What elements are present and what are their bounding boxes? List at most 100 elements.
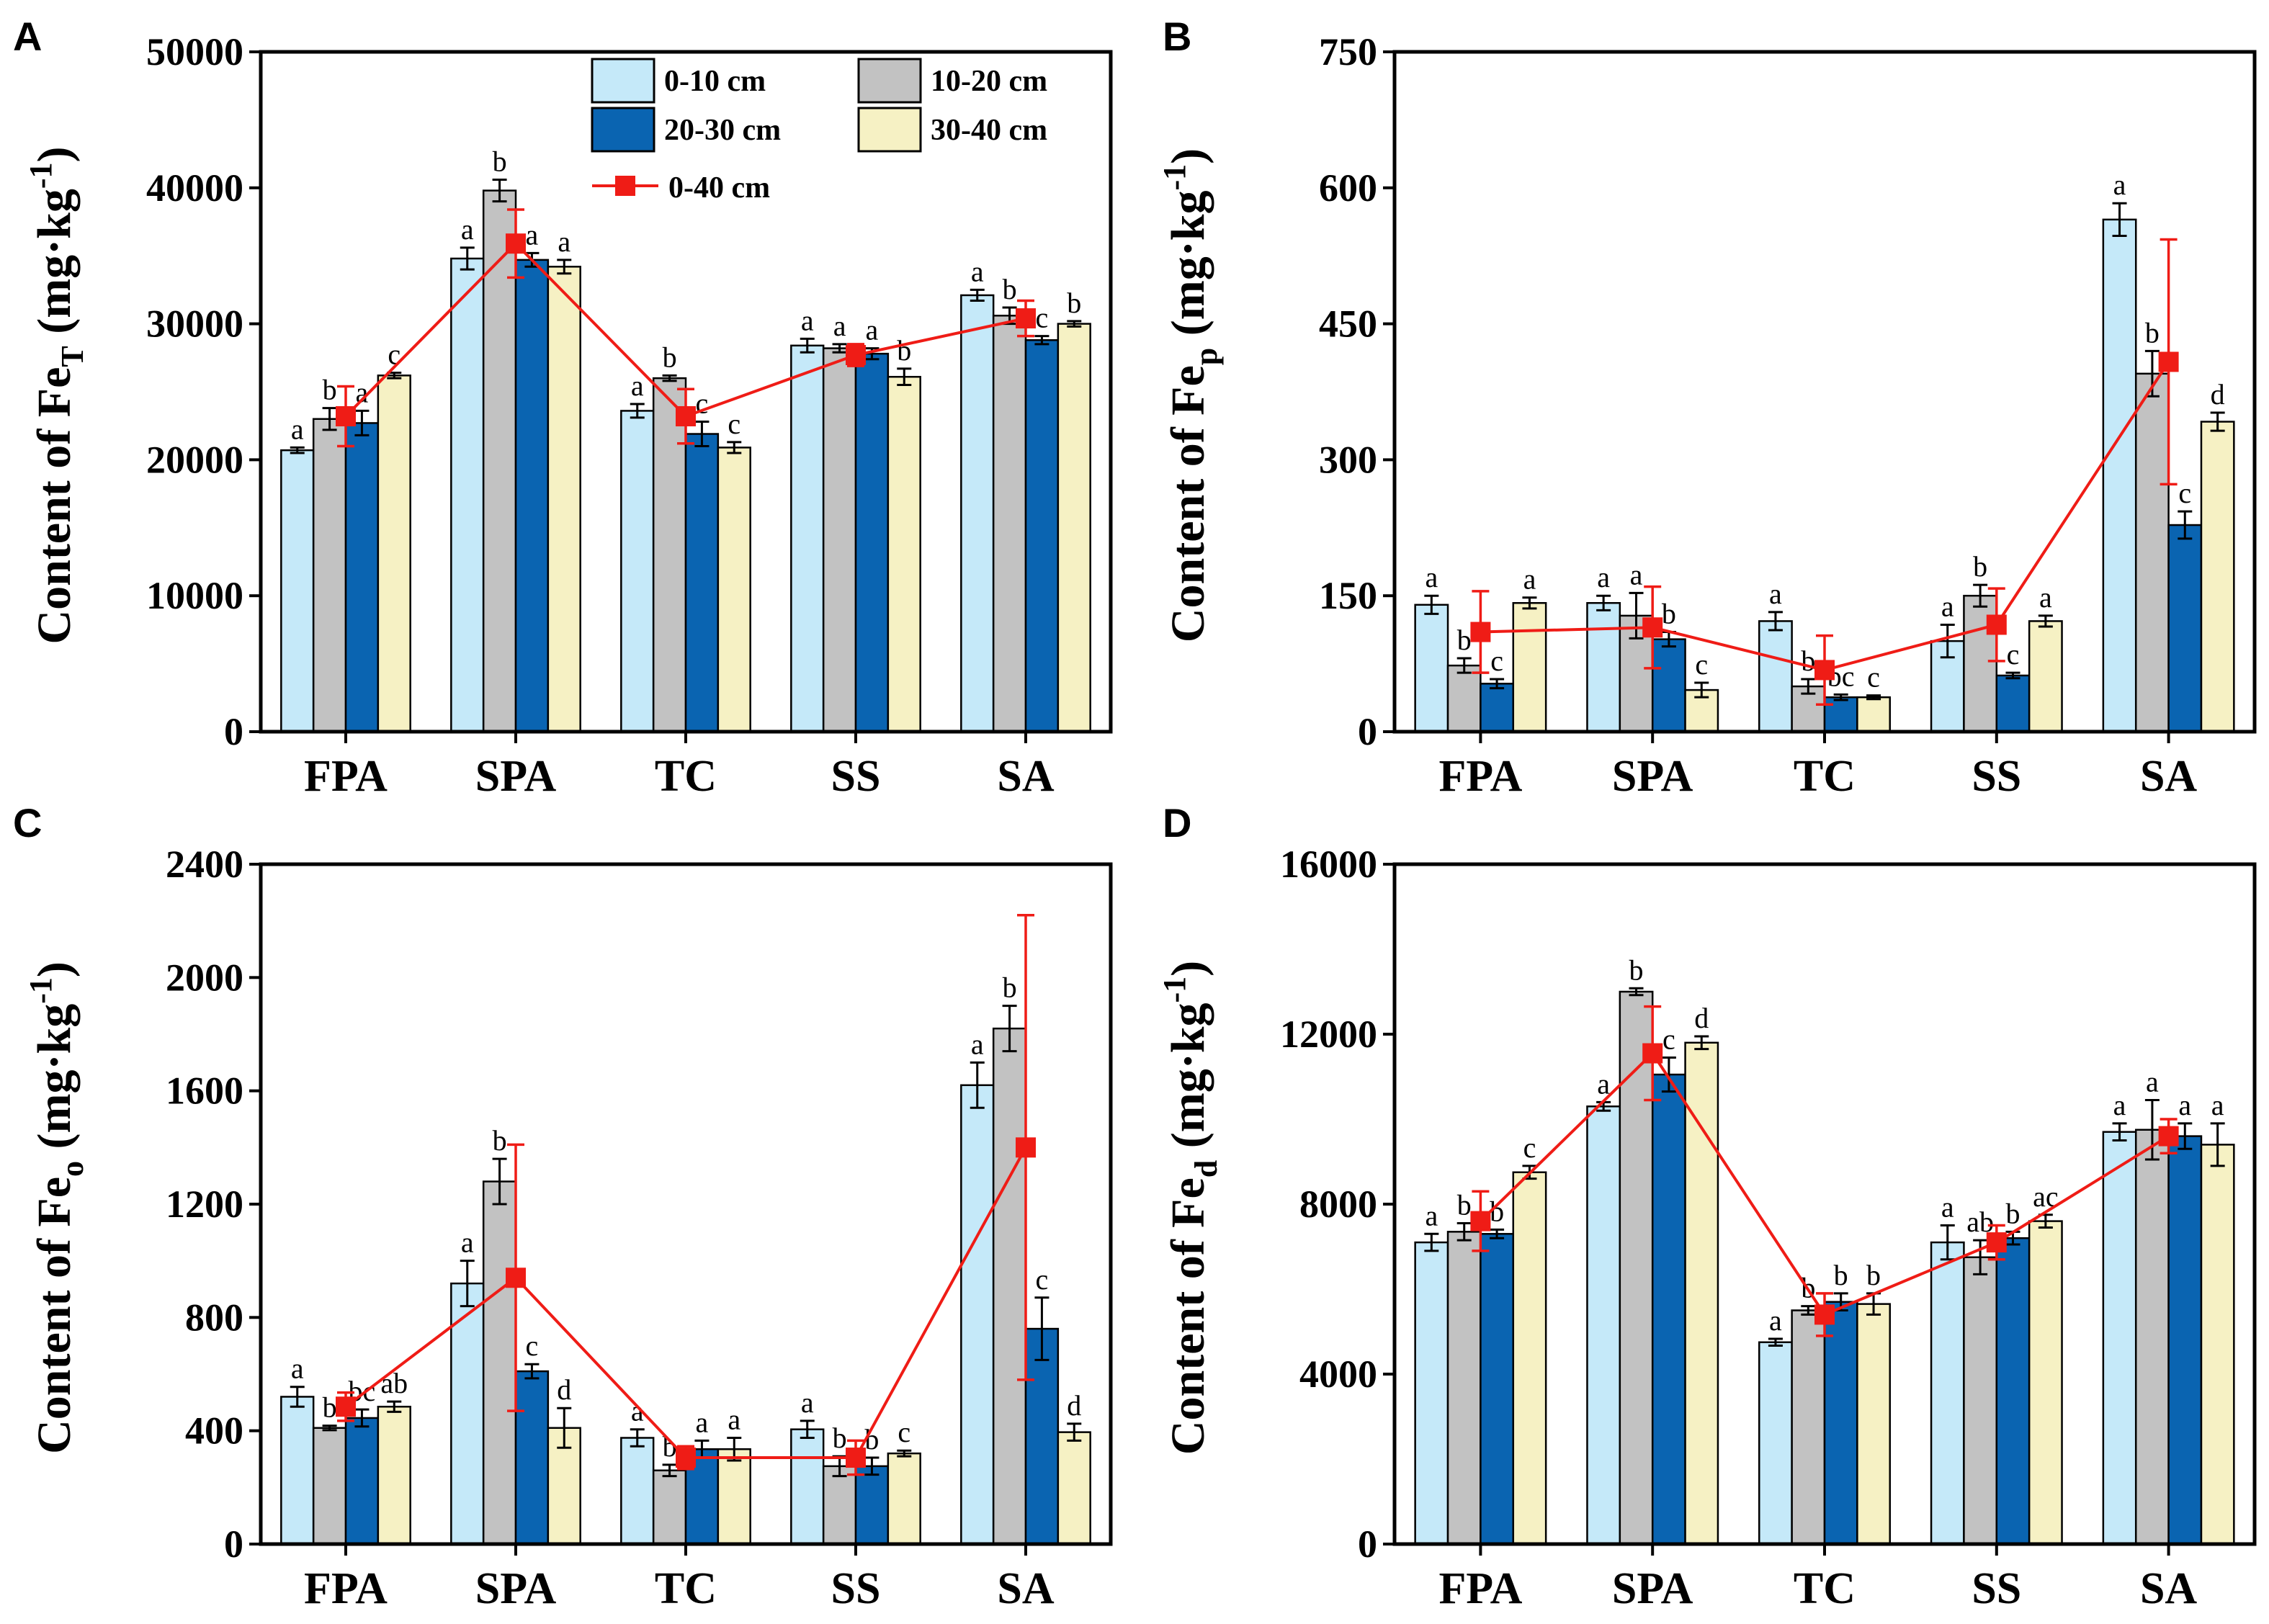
y-axis-label: Content of Fep (mg·kg-1) — [1157, 148, 1224, 642]
bar — [1758, 1341, 1793, 1546]
y-axis-label-main: Content of Fe — [1162, 365, 1214, 642]
significance-letter: b — [1457, 624, 1472, 656]
line-point — [1470, 622, 1491, 642]
y-tick-label: 2000 — [166, 956, 243, 999]
bar — [482, 189, 517, 733]
significance-letter: b — [493, 145, 507, 177]
y-axis-label-sub: o — [55, 1161, 90, 1177]
line-point — [846, 1448, 866, 1468]
x-tick-label: FPA — [1438, 752, 1522, 801]
significance-letter: b — [1834, 1259, 1848, 1291]
x-tick-label: SS — [1972, 752, 2021, 801]
y-tick-label: 8000 — [1299, 1183, 1377, 1226]
significance-letter: a — [1523, 563, 1536, 596]
line-point — [676, 1448, 696, 1468]
bar — [1024, 339, 1060, 733]
bar — [1057, 323, 1091, 733]
y-axis-label-exp: -1 — [1157, 977, 1192, 1003]
line-point — [336, 405, 356, 426]
line-point — [2158, 351, 2179, 372]
bar — [1963, 1256, 1998, 1546]
significance-letter: a — [1425, 1199, 1438, 1232]
bar — [1995, 1237, 2031, 1546]
legend-label: 20-30 cm — [664, 114, 781, 147]
significance-letter: b — [1866, 1259, 1881, 1291]
significance-letter: a — [558, 225, 570, 258]
bar — [1823, 696, 1858, 733]
line-point — [1986, 614, 2007, 635]
significance-letter: a — [801, 1386, 814, 1419]
significance-letter: a — [971, 1028, 984, 1060]
significance-letter: b — [663, 341, 677, 373]
bar — [514, 259, 550, 733]
significance-letter: a — [2178, 1089, 2191, 1121]
legend-line-marker — [615, 176, 635, 196]
significance-letter: c — [728, 408, 740, 440]
y-tick-label: 2400 — [166, 843, 243, 886]
significance-letter: a — [866, 314, 879, 346]
significance-letter: b — [323, 374, 337, 406]
significance-letter: c — [898, 1416, 910, 1448]
significance-letter: d — [2211, 378, 2225, 411]
significance-letter: a — [1597, 561, 1610, 593]
y-tick-label: 0 — [1358, 710, 1377, 753]
bar — [1024, 1327, 1060, 1546]
line-point — [506, 233, 526, 254]
bar — [1856, 696, 1891, 733]
significance-letter: c — [1490, 645, 1503, 677]
y-axis-label-sub: d — [1189, 1160, 1224, 1177]
y-axis-label-unit: (mg·kg — [1162, 1003, 1214, 1160]
y-tick-label: 150 — [1319, 574, 1377, 617]
y-axis-label-close: ) — [28, 146, 81, 162]
bar — [2200, 421, 2235, 733]
line-point — [2158, 1126, 2179, 1147]
bar — [312, 418, 347, 733]
panel-A: A Content of FeT (mg·kg-1) 0 10000 20000 3000… — [13, 14, 1113, 801]
significance-letter: b — [1003, 273, 1017, 305]
bar — [822, 1465, 857, 1546]
significance-letter: b — [833, 1422, 847, 1454]
significance-letter: a — [971, 255, 984, 287]
bar — [1480, 1233, 1515, 1546]
bar — [854, 352, 890, 733]
x-tick-label: TC — [1794, 752, 1856, 801]
bar — [992, 1027, 1027, 1546]
bar — [652, 1469, 687, 1546]
bar — [2134, 1129, 2170, 1546]
bar — [1586, 1105, 1621, 1546]
x-tick-label: TC — [655, 1564, 717, 1613]
y-axis-label-close: ) — [1162, 961, 1214, 977]
x-tick-label: SA — [2140, 1564, 2197, 1613]
significance-letter: a — [1769, 578, 1782, 610]
bar — [450, 257, 485, 733]
significance-letter: c — [1036, 302, 1049, 334]
x-tick-label: SS — [831, 752, 881, 801]
x-tick-label: SA — [997, 752, 1054, 801]
significance-letter: a — [2146, 1065, 2159, 1098]
significance-letter: a — [1425, 561, 1438, 593]
bar — [652, 377, 687, 733]
bar — [344, 422, 380, 733]
y-tick-label: 450 — [1319, 302, 1377, 346]
bar — [1651, 1073, 1686, 1546]
y-tick-label: 40000 — [146, 166, 243, 210]
significance-letter: a — [728, 1404, 740, 1436]
significance-letter: b — [2005, 1197, 2020, 1229]
bar — [312, 1427, 347, 1546]
y-axis-label-exp: -1 — [1157, 164, 1192, 191]
y-tick-label: 0 — [224, 710, 243, 753]
significance-letter: c — [2178, 477, 2191, 509]
significance-letter: c — [696, 387, 709, 420]
bar — [280, 449, 315, 733]
significance-letter: a — [801, 304, 814, 336]
panel-letter: B — [1163, 14, 1191, 59]
y-axis-label-main: Content of Fe — [28, 367, 81, 645]
line-point — [1642, 1043, 1663, 1064]
bar — [2102, 1131, 2137, 1546]
bar — [992, 315, 1027, 733]
bar — [620, 410, 655, 733]
bar — [790, 1428, 825, 1546]
legend-label: 0-40 cm — [668, 171, 770, 205]
y-tick-label: 1200 — [166, 1183, 243, 1226]
y-axis-label-unit: (mg·kg — [28, 189, 81, 346]
